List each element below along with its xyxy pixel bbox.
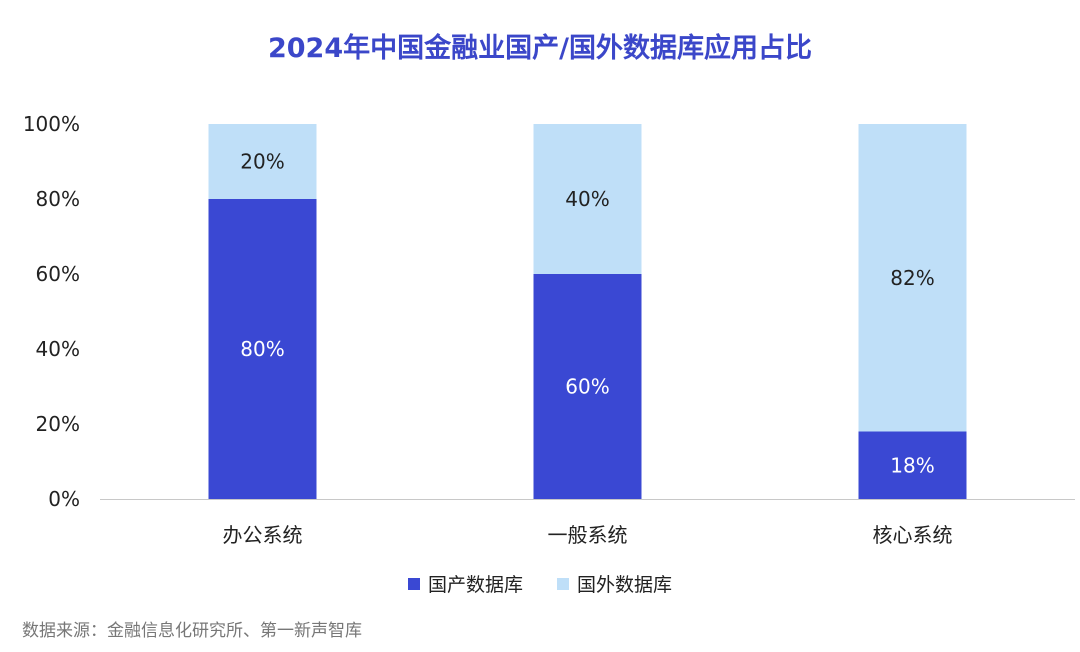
- bar-foreign: [858, 124, 967, 432]
- y-tick-label: 20%: [36, 412, 80, 436]
- y-tick-label: 40%: [36, 337, 80, 361]
- data-label: 40%: [565, 187, 609, 211]
- legend-swatch-domestic: [407, 577, 420, 590]
- y-tick-label: 80%: [36, 187, 80, 211]
- x-tick-label: 一般系统: [548, 523, 628, 547]
- bar-domestic: [208, 199, 317, 499]
- data-label: 60%: [565, 375, 609, 399]
- bar-domestic: [533, 274, 642, 499]
- y-tick-label: 0%: [48, 487, 80, 511]
- legend-item-foreign: 国外数据库: [557, 570, 672, 597]
- bar-foreign: [533, 124, 642, 274]
- bar-foreign: [208, 124, 317, 199]
- legend-item-domestic: 国产数据库: [407, 570, 523, 597]
- legend-swatch-foreign: [557, 577, 569, 590]
- y-tick-label: 100%: [23, 112, 80, 136]
- data-label: 20%: [240, 150, 284, 174]
- chart-title: 2024年中国金融业国产/国外数据库应用占比: [267, 33, 812, 64]
- data-label: 82%: [890, 266, 934, 290]
- bar-domestic: [858, 431, 967, 499]
- data-label: 80%: [240, 337, 284, 361]
- x-tick-label: 办公系统: [223, 523, 303, 547]
- legend-label-domestic: 国产数据库: [427, 574, 523, 596]
- legend-label-foreign: 国外数据库: [577, 574, 673, 596]
- legend: 国产数据库 国外数据库: [0, 570, 1080, 597]
- data-label: 18%: [890, 453, 934, 477]
- x-tick-label: 核心系统: [873, 523, 953, 547]
- source-note: 数据来源：金融信息化研究所、第一新声智库: [22, 621, 362, 641]
- y-tick-label: 60%: [36, 262, 80, 286]
